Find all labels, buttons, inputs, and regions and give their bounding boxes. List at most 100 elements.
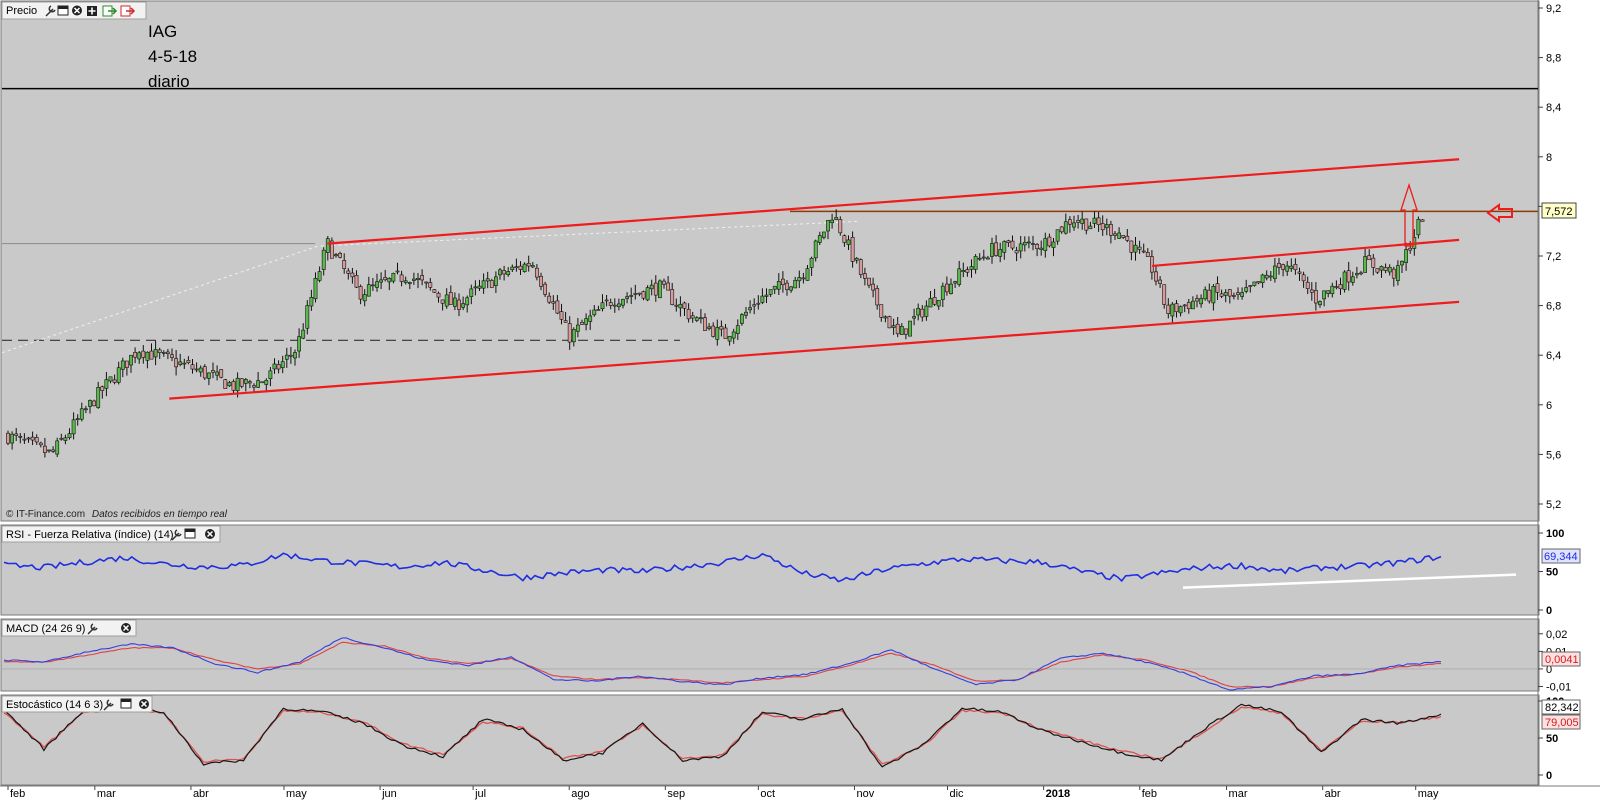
candle-bull: [1039, 247, 1044, 250]
candle-bear: [1162, 284, 1167, 305]
candle-bear: [1129, 240, 1134, 253]
candle-bull: [1117, 232, 1122, 239]
price-y-tick-label: 9,2: [1546, 3, 1561, 15]
candle-bull: [694, 317, 699, 321]
candle-bear: [551, 301, 556, 304]
candle-bear: [1186, 302, 1191, 309]
candle-bull: [305, 305, 310, 329]
candle-bull: [957, 268, 962, 285]
stoch-wrench-icon[interactable]: [103, 699, 114, 711]
candle-bull: [293, 352, 297, 359]
rsi-close-icon[interactable]: [205, 529, 215, 539]
candle-bull: [522, 263, 527, 272]
candle-bull: [268, 370, 273, 380]
candle-bear: [756, 302, 761, 305]
x-tick-label: ago: [571, 788, 589, 800]
candle-bull: [227, 382, 232, 387]
candle-bear: [1268, 275, 1273, 278]
candle-bull: [1240, 292, 1245, 297]
candle-bear: [543, 283, 548, 295]
candle-bear: [1227, 289, 1232, 297]
stoch-close-icon[interactable]: [139, 699, 149, 709]
candle-bear: [555, 300, 560, 314]
candle-bull: [334, 254, 338, 257]
candle-bull: [416, 277, 420, 281]
x-tick-label: abr: [1325, 788, 1341, 800]
candle-bull: [161, 352, 166, 354]
candle-bull: [1051, 241, 1056, 248]
candle-bull: [1031, 243, 1035, 245]
rsi-maximize-icon[interactable]: [184, 528, 196, 539]
rsi-y-tick-label: 100: [1546, 528, 1564, 540]
candle-bull: [116, 367, 121, 383]
candle-bear: [157, 349, 162, 353]
candle-bull: [67, 433, 72, 438]
rsi-y-tick-label: 50: [1546, 567, 1558, 579]
wrench-icon[interactable]: [45, 5, 56, 17]
x-tick-label: mar: [1229, 788, 1248, 800]
candle-bull: [735, 325, 740, 334]
rsi-chart: 100 50 0: [3, 528, 1564, 617]
candle-bull: [309, 297, 314, 307]
candle-bull: [768, 289, 773, 295]
candle-bull: [854, 257, 859, 261]
add-icon[interactable]: [87, 6, 97, 16]
candle-bull: [120, 360, 125, 370]
candle-bull: [908, 320, 912, 337]
candle-bear: [1121, 235, 1126, 238]
candle-bear: [690, 315, 695, 319]
candle-bull: [63, 437, 68, 441]
candle-bear: [1100, 223, 1105, 231]
candle-bear: [1391, 268, 1396, 279]
candle-bear: [895, 323, 900, 335]
candle-bull: [215, 371, 220, 376]
candle-bull: [1092, 217, 1097, 224]
x-tick-label: mar: [97, 788, 116, 800]
candle-bull: [826, 220, 830, 232]
candle-bear: [965, 269, 970, 273]
macd-line: [3, 637, 1442, 691]
maximize-icon[interactable]: [57, 5, 69, 16]
candle-bear: [903, 328, 908, 335]
price-y-tick-label: 6,8: [1546, 301, 1561, 313]
candle-bull: [473, 286, 478, 289]
candle-bear: [559, 311, 564, 320]
stoch-maximize-icon[interactable]: [120, 698, 132, 709]
macd-value-box: [1541, 651, 1581, 667]
candle-bull: [764, 294, 769, 297]
candle-bear: [1158, 279, 1163, 284]
stoch-d-line: [3, 706, 1442, 765]
macd-close-icon[interactable]: [121, 623, 131, 633]
candle-bear: [125, 360, 129, 368]
candle-bull: [104, 379, 109, 389]
export-icon[interactable]: [102, 5, 118, 17]
macd-y-tick-label: 0,02: [1546, 629, 1567, 641]
remove-icon[interactable]: [120, 5, 136, 17]
candle-bear: [1359, 272, 1363, 275]
candle-bear: [1408, 247, 1413, 251]
macd-wrench-icon[interactable]: [87, 623, 98, 635]
candle-bull: [1416, 219, 1421, 236]
candle-bull: [272, 363, 277, 370]
candle-bear: [1113, 233, 1117, 236]
candle-bull: [813, 240, 818, 259]
candle-bull: [264, 380, 269, 385]
candle-bear: [1141, 250, 1146, 253]
left-arrow-annotation: [1486, 203, 1513, 223]
stoch-d-label: 79,005: [1545, 717, 1579, 729]
annotation-ticker: IAG: [148, 22, 177, 41]
price-y-tick-label: 6: [1546, 400, 1552, 412]
candle-bear: [682, 302, 687, 309]
candle-bear: [211, 370, 215, 373]
candle-bear: [563, 320, 568, 323]
close-icon[interactable]: [72, 5, 82, 16]
candle-bull: [969, 266, 974, 270]
candle-bear: [223, 379, 228, 389]
candle-bear: [252, 385, 256, 388]
channel-lower-line: [169, 300, 1460, 400]
candle-bear: [604, 299, 609, 302]
rsi-wrench-icon[interactable]: [171, 529, 182, 541]
candle-bear: [219, 369, 224, 378]
candle-bear: [1383, 267, 1388, 271]
